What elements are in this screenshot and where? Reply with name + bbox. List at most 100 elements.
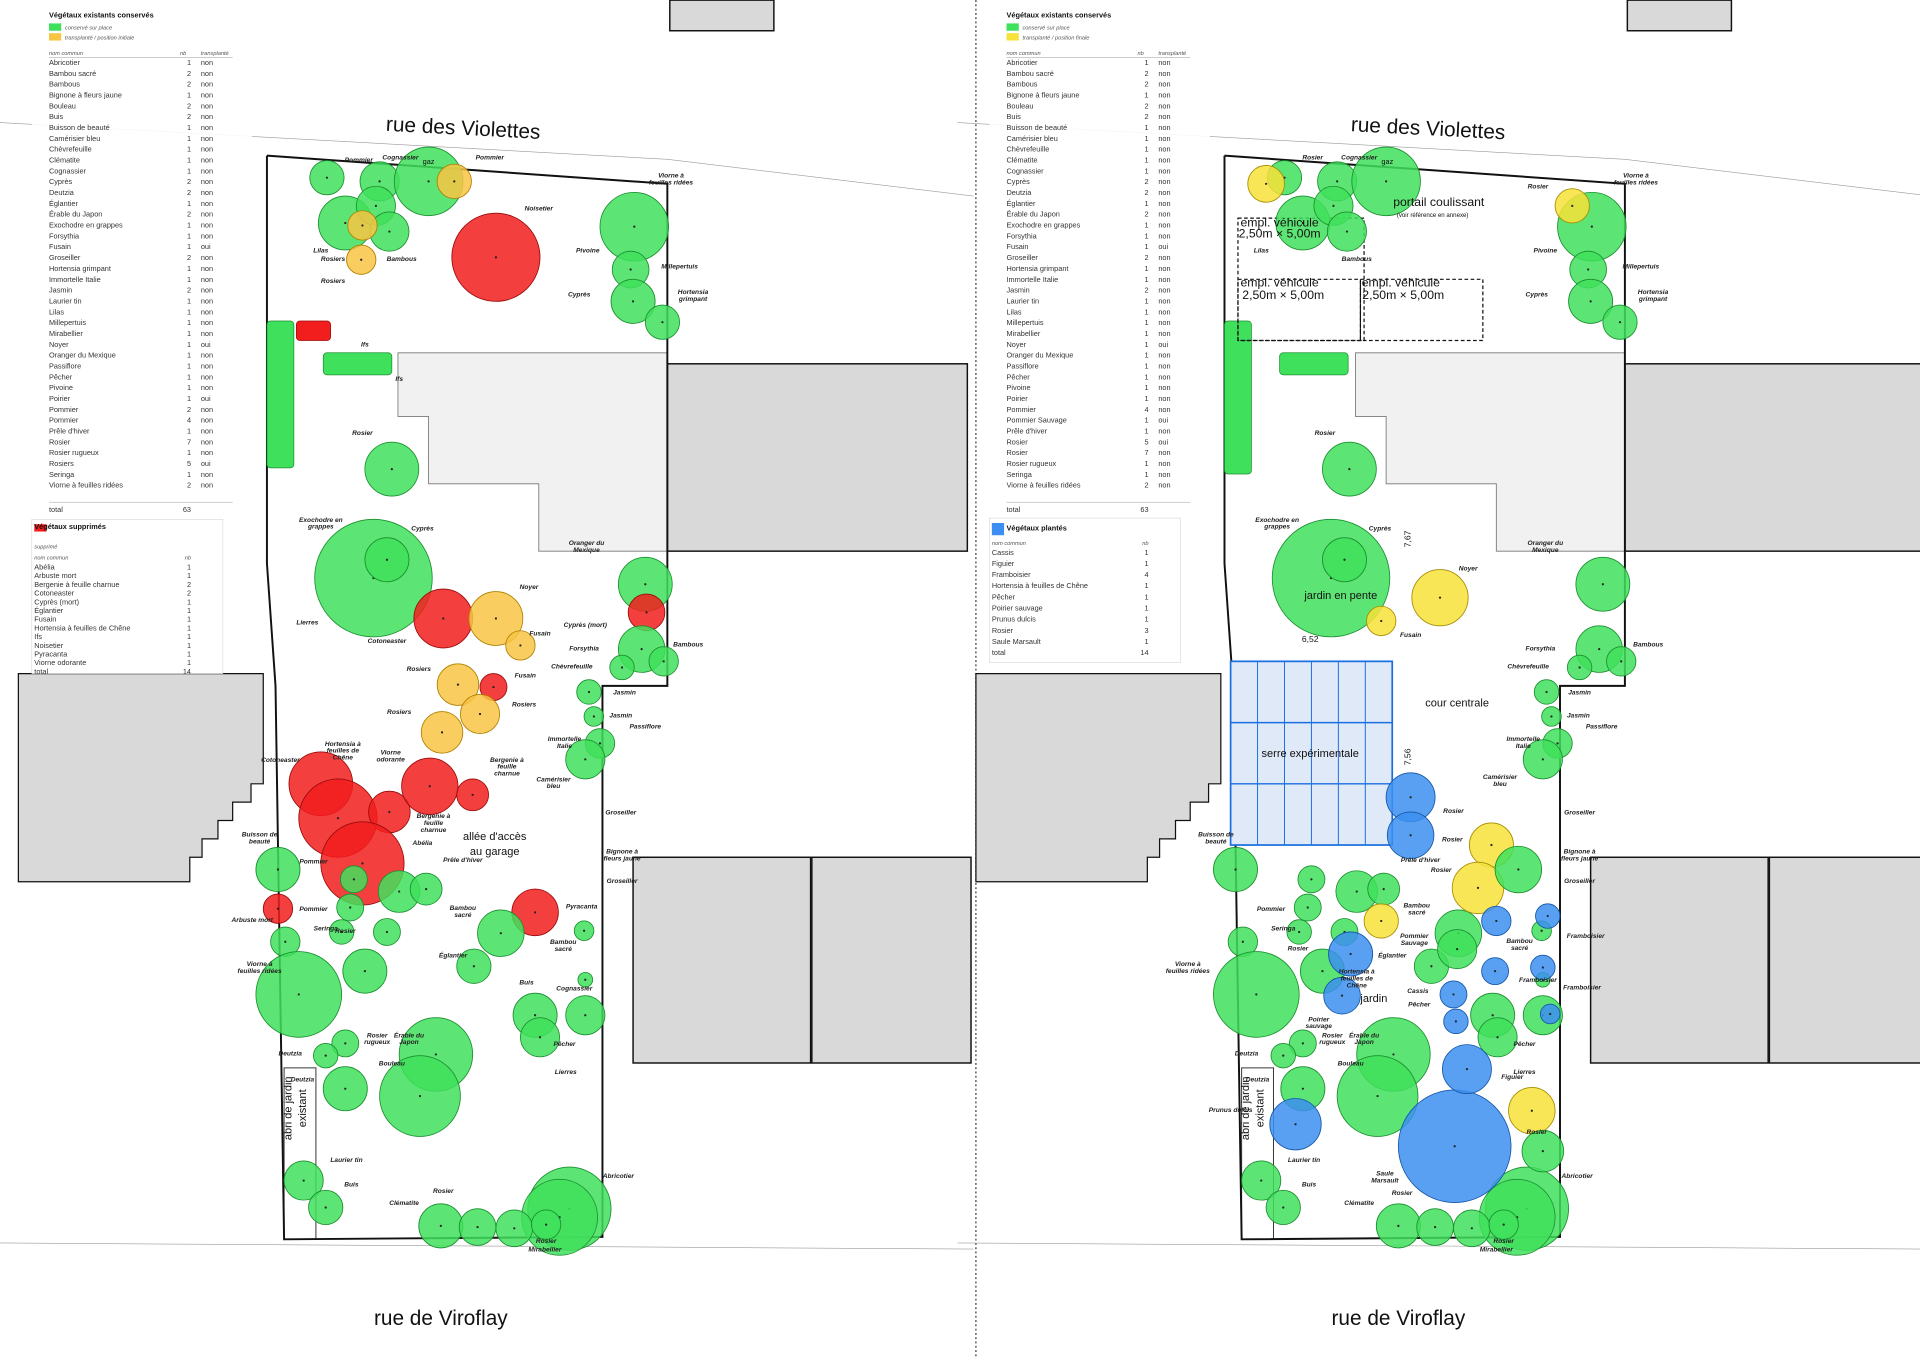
table-cell: Fusain [1007, 242, 1029, 251]
table-cell: 1 [1144, 470, 1148, 479]
plant-center [476, 1225, 479, 1229]
table-cell: 1 [1144, 581, 1148, 590]
table-title: Végétaux plantés [1007, 523, 1067, 532]
plant-label: Groseiller [1564, 809, 1595, 816]
plant-center [1234, 868, 1237, 871]
plant-label: Cyprès [1526, 291, 1549, 298]
table-cell: non [201, 307, 213, 316]
table-cell: 1 [187, 372, 191, 381]
plant-label: sacré [1511, 945, 1529, 952]
plant-center [1465, 1068, 1469, 1071]
table-cell: 2 [187, 481, 191, 490]
annotation: existant [1255, 1089, 1267, 1127]
plant-label: feuilles de [327, 748, 360, 755]
table-cell: non [1158, 394, 1170, 403]
table-title: Végétaux existants conservés [1007, 10, 1112, 19]
plant-label: Buis [519, 980, 534, 987]
table-cell: non [1158, 112, 1170, 121]
table-header: nb [180, 51, 186, 57]
table-cell: non [1158, 481, 1170, 490]
plant-label: Mirabellier [528, 1247, 561, 1254]
table-cell: non [201, 416, 213, 425]
plant-label: Deutzia [1246, 1076, 1270, 1083]
plant-center [582, 929, 586, 932]
table-cell: 1 [187, 394, 191, 403]
plant-center [1336, 180, 1339, 183]
table-total: total [49, 505, 63, 514]
plant-label: Noisetier [525, 206, 554, 213]
plant-label: Bambous [1342, 256, 1372, 263]
table-header: transplanté [1158, 51, 1186, 57]
plant-label: Bambou [1404, 902, 1430, 909]
plant-label: Hortensia [678, 289, 709, 296]
street-name: rue de Viroflay [1332, 1307, 1466, 1330]
table-cell: 1 [187, 166, 191, 175]
table-cell: 4 [1144, 570, 1148, 579]
plant-center [478, 712, 482, 716]
table-cell: Bouleau [49, 101, 76, 110]
plant-label: Rosier [1431, 867, 1452, 874]
plant-center [428, 785, 431, 788]
table-cell: 1 [187, 361, 191, 370]
plant-label: Rosier [352, 430, 373, 437]
plant-center [1556, 742, 1559, 745]
plant-center [1589, 300, 1592, 303]
table-cell: Oranger du Mexique [1007, 351, 1074, 360]
table-cell: Prêle d'hiver [49, 426, 90, 435]
plant-label: Groseiller [1564, 878, 1595, 885]
table-cell: 1 [187, 91, 191, 100]
plant-center [499, 932, 502, 935]
annotation: 7,56 [1403, 748, 1413, 765]
plant-center [1453, 1145, 1456, 1148]
table-cell: non [201, 448, 213, 457]
table-cell: 1 [1144, 361, 1148, 370]
plant-center [1452, 993, 1455, 996]
table-cell: Ifs [34, 632, 42, 641]
plant-center [1490, 843, 1493, 847]
plant-center [1385, 180, 1388, 183]
table-cell: 1 [187, 470, 191, 479]
table-cell: Bambou sacré [1007, 69, 1054, 78]
table-cell: Rosier [1007, 437, 1029, 446]
table-cell: Camérisier bleu [49, 134, 100, 143]
plant-label: Buis [1302, 1182, 1317, 1189]
plant-center [1397, 1224, 1400, 1227]
table-cell: non [201, 123, 213, 132]
table-cell: 1 [187, 145, 191, 154]
table-cell: Fusain [49, 242, 71, 251]
plant-label: Rosier [367, 1032, 388, 1039]
table-cell: 2 [187, 101, 191, 110]
table-cell: 1 [1144, 615, 1148, 624]
table-cell: Pommier Sauvage [1007, 416, 1067, 425]
table-cell: 1 [1144, 318, 1148, 327]
table-cell: 1 [187, 426, 191, 435]
legend-label: transplanté / position initiale [65, 35, 134, 41]
plant-center [584, 758, 587, 761]
table-cell: non [1158, 199, 1170, 208]
context-line [957, 1242, 1920, 1250]
table-total: 14 [183, 667, 191, 676]
table-cell: 1 [187, 571, 191, 580]
table-cell: 1 [1144, 296, 1148, 305]
table-cell: non [1158, 405, 1170, 414]
plant-center [398, 890, 401, 893]
table-cell: Hortensia grimpant [1007, 264, 1069, 273]
plant-label: grimpant [1638, 296, 1668, 303]
plant-center [587, 690, 591, 694]
table-cell: 1 [1144, 416, 1148, 425]
table-cell: non [201, 470, 213, 479]
table-cell: non [201, 112, 213, 121]
table-cell: 1 [1144, 156, 1148, 165]
plant-label: Bouleau [1338, 1060, 1364, 1067]
plant-center [1380, 919, 1383, 923]
table-cell: Saule Marsault [992, 637, 1041, 646]
plant-label: Rosier [1528, 184, 1549, 191]
plant-label: Rosier [1302, 154, 1323, 161]
plant-label: feuilles de [1341, 975, 1374, 982]
table-bg [989, 517, 1181, 663]
lot-boundary [1223, 154, 1626, 1241]
plant-center [592, 715, 595, 718]
plant-center [1517, 868, 1520, 871]
plant-center [1502, 1223, 1505, 1226]
